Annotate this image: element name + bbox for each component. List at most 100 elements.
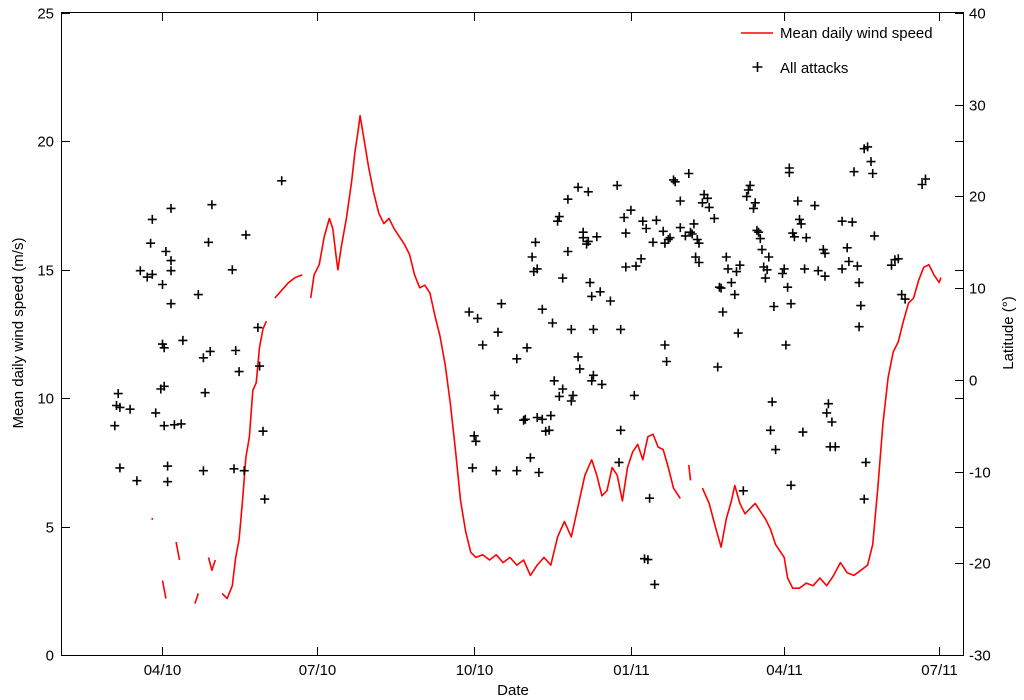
attack-point [231, 346, 241, 355]
attack-point [854, 322, 864, 332]
attack-point [783, 282, 793, 292]
attack-point [859, 494, 869, 504]
attack-point [730, 290, 740, 300]
right-axis-label: Latitude (°) [1000, 296, 1017, 370]
attack-point [869, 231, 879, 241]
attack-point [588, 324, 598, 334]
attack-point [638, 216, 648, 226]
attack-point [277, 176, 287, 186]
attack-point [917, 180, 927, 189]
attack-point [566, 396, 576, 406]
attack-point [767, 397, 777, 407]
legend-label-attacks: All attacks [780, 60, 848, 77]
legend: Mean daily wind speed All attacks [741, 25, 933, 77]
attack-point [166, 256, 176, 266]
attack-point [588, 370, 598, 380]
right-axis: -30 -20 -10 0 10 20 30 40 [955, 6, 991, 665]
attack-point [163, 461, 173, 471]
attack-point [641, 224, 651, 233]
left-tick-label: 0 [46, 648, 54, 665]
attack-point [784, 168, 794, 178]
right-tick-label: 40 [969, 6, 986, 23]
wind-speed-segment-0 [151, 517, 154, 520]
attack-point [718, 307, 728, 317]
wind-speed-segment-4 [207, 557, 217, 572]
attack-point [704, 202, 714, 212]
attack-point [847, 217, 857, 227]
attack-point [468, 463, 477, 473]
attack-point [844, 257, 854, 266]
attack-point [745, 180, 755, 190]
attack-point [544, 425, 554, 435]
attack-point [469, 431, 479, 441]
attack-point [771, 445, 781, 455]
attack-point [733, 328, 743, 338]
attack-point [643, 555, 653, 565]
attack-point [132, 476, 142, 486]
wind-speed-line [151, 114, 942, 604]
attack-point [512, 354, 522, 364]
attack-point [546, 411, 556, 421]
attack-point [614, 457, 624, 467]
attack-point [822, 408, 832, 418]
right-tick-label: -10 [969, 465, 991, 482]
attack-point [735, 260, 745, 270]
attack-point [631, 261, 641, 271]
attack-point [563, 247, 573, 256]
attack-point [166, 203, 176, 213]
wind-speed-segment-9 [701, 263, 942, 590]
attack-point [691, 252, 701, 262]
attack-point [636, 254, 646, 264]
attack-point [207, 200, 217, 210]
attack-point [650, 579, 660, 589]
attack-point [849, 167, 859, 177]
attack-point [887, 260, 896, 270]
attack-point [616, 324, 626, 334]
attack-point [159, 343, 169, 353]
attack-point [800, 264, 810, 274]
right-tick-label: 10 [969, 281, 986, 298]
attack-point [697, 198, 707, 208]
attack-point [113, 389, 123, 399]
attack-point [110, 421, 120, 431]
x-axis-label: Date [497, 682, 529, 699]
wind-speed-segment-3 [194, 593, 200, 604]
attack-point [135, 266, 145, 276]
attack-point [651, 215, 661, 225]
attack-point [750, 198, 760, 208]
attack-point [716, 283, 726, 293]
attack-point [573, 182, 583, 192]
attack-point [742, 191, 752, 201]
attack-point [161, 247, 171, 256]
attack-point [893, 254, 903, 264]
attack-point [779, 264, 789, 274]
attack-point [757, 245, 767, 255]
attack-point [471, 436, 481, 446]
attack-point [548, 318, 557, 328]
attack-point [830, 442, 840, 452]
attack-point [723, 264, 733, 274]
attack-point [151, 408, 161, 418]
wind-speed-segment-5 [221, 320, 268, 600]
attack-point [558, 273, 568, 283]
attack-point [684, 169, 694, 178]
attack-point [626, 205, 636, 215]
attack-point [769, 302, 779, 311]
x-tick-label: 01/11 [613, 662, 649, 679]
x-tick-label: 04/10 [144, 662, 182, 679]
attack-point [520, 414, 530, 424]
attack-point [578, 233, 588, 243]
left-tick-label: 25 [37, 6, 54, 23]
attack-point [752, 225, 762, 235]
attack-point [766, 425, 775, 435]
attack-point [200, 388, 210, 398]
attack-point [258, 426, 268, 436]
attack-point [239, 466, 249, 476]
attack-point [823, 399, 833, 409]
attack-point [721, 252, 731, 262]
attack-point [553, 216, 563, 226]
attack-point [861, 457, 871, 467]
attack-point [760, 273, 770, 283]
right-tick-label: -30 [969, 648, 991, 665]
